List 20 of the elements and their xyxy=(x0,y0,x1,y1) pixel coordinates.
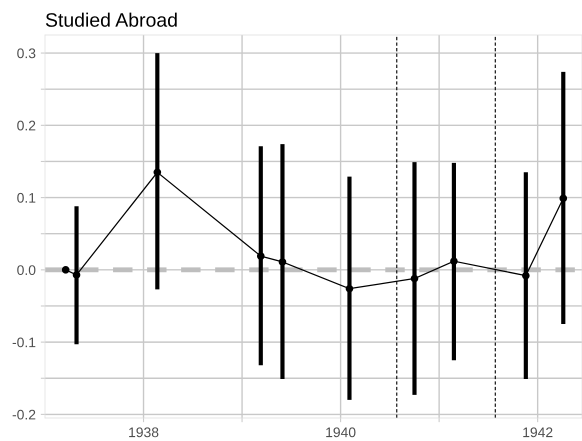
point xyxy=(450,257,458,266)
y-tick-label: 0.0 xyxy=(17,265,36,276)
chart-title: Studied Abroad xyxy=(46,12,177,27)
point xyxy=(410,274,418,282)
point xyxy=(559,194,568,202)
point xyxy=(72,271,80,279)
y-tick-label: -0.2 xyxy=(12,410,36,420)
point xyxy=(62,266,70,274)
y-tick-label: 0.3 xyxy=(17,48,36,58)
point xyxy=(278,258,286,266)
y-tick-label: 0.1 xyxy=(17,192,36,203)
y-tick-label: 0.2 xyxy=(17,120,36,130)
y-tick-label: -0.1 xyxy=(12,337,36,348)
x-tick-label: 1940 xyxy=(326,427,356,438)
point xyxy=(256,252,265,260)
x-tick-label: 1942 xyxy=(523,427,552,438)
x-tick-label: 1938 xyxy=(129,427,158,438)
point xyxy=(346,284,354,292)
point xyxy=(154,168,162,176)
point xyxy=(522,272,530,280)
